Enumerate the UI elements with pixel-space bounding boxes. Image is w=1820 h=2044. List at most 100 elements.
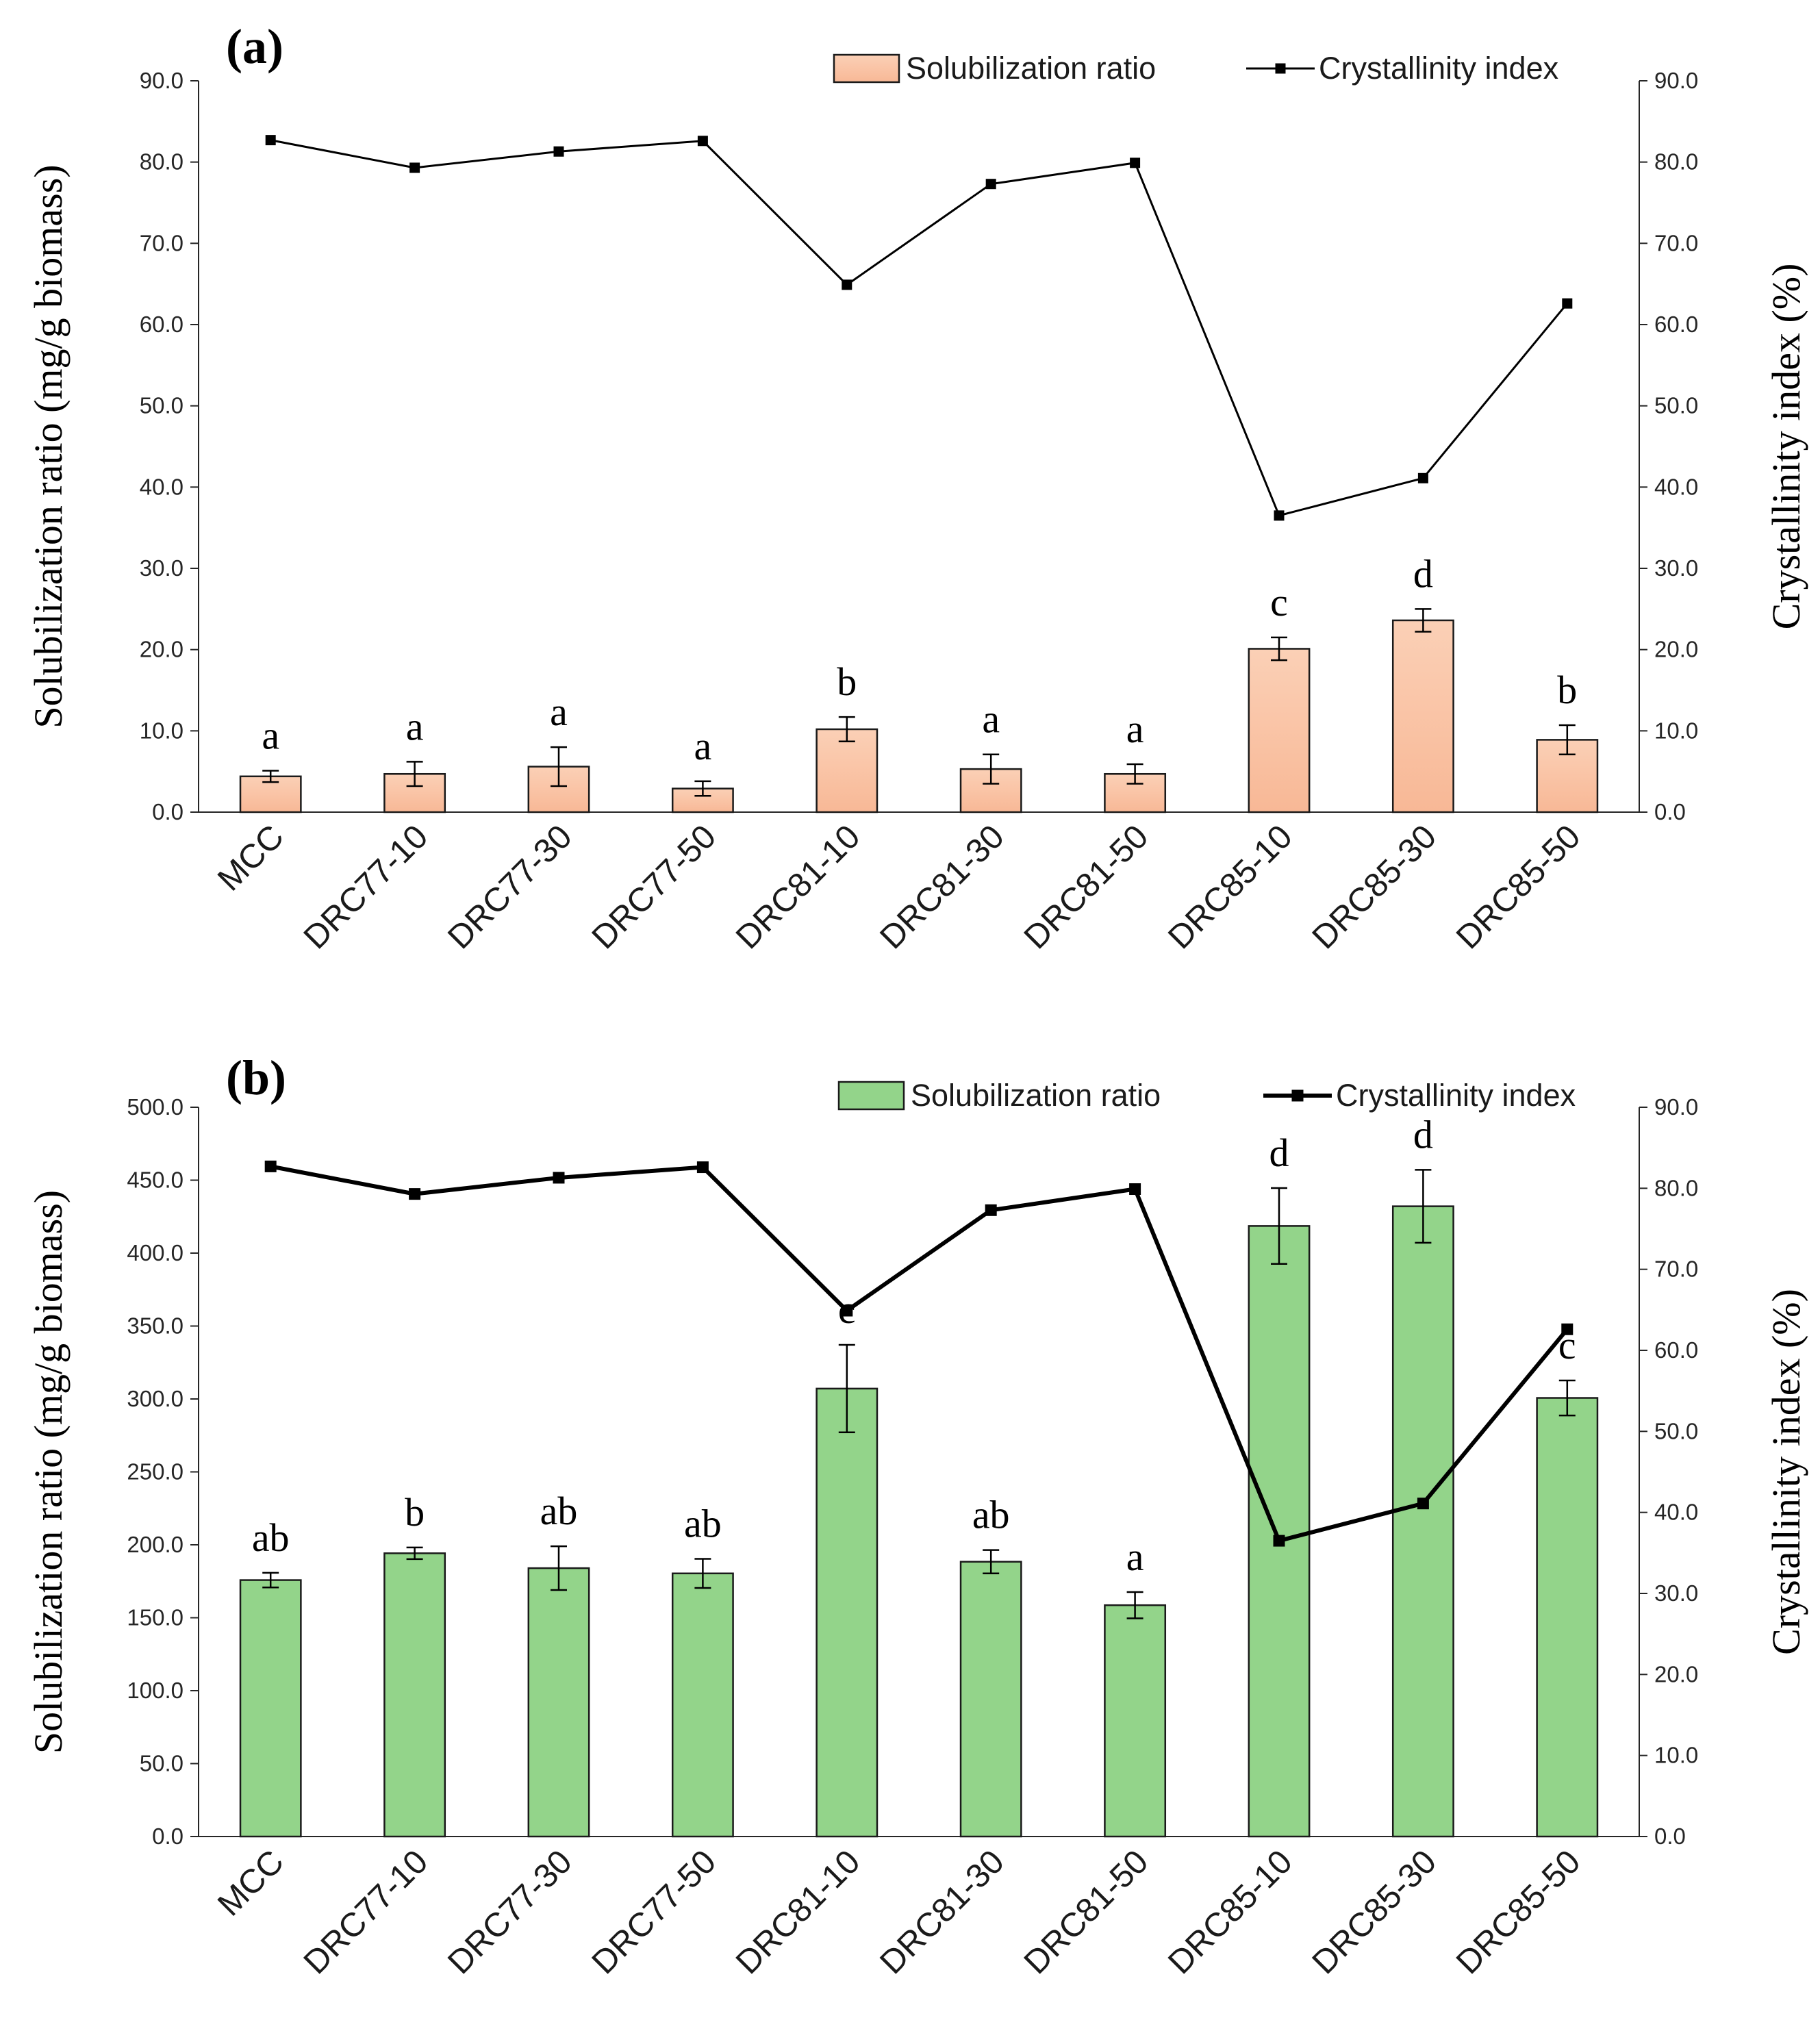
left-tick-label: 70.0: [140, 230, 184, 255]
category-label: DRC77-50: [585, 1843, 723, 1982]
y2-axis-title: Crystallinity index (%): [1764, 264, 1808, 630]
right-tick-label: 60.0: [1654, 1337, 1698, 1363]
legend-bar-swatch: [837, 1081, 905, 1111]
line-marker: [696, 1161, 709, 1174]
significance-label: ab: [972, 1493, 1010, 1537]
significance-label: a: [694, 724, 712, 768]
right-tick-label: 90.0: [1654, 1094, 1698, 1120]
legend-line-marker: [1275, 63, 1286, 74]
left-tick-label: 200.0: [127, 1532, 184, 1557]
bar: [1391, 1205, 1454, 1838]
line-marker: [1273, 1535, 1285, 1547]
significance-label: b: [1557, 668, 1577, 712]
y-axis-title: Solubilization ratio (mg/g biomass): [26, 1190, 71, 1754]
panel-label: (a): [226, 19, 283, 74]
bar: [1391, 619, 1454, 813]
legend-bar-label: Solubilization ratio: [911, 1078, 1161, 1113]
line-marker: [1561, 1323, 1573, 1335]
bar: [1536, 1397, 1599, 1838]
significance-label: a: [550, 690, 568, 734]
left-tick-label: 500.0: [127, 1094, 184, 1120]
significance-label: a: [982, 697, 1000, 742]
significance-label: d: [1269, 1131, 1289, 1175]
right-tick-label: 50.0: [1654, 393, 1698, 418]
right-tick-label: 40.0: [1654, 1500, 1698, 1525]
category-label: DRC81-50: [1018, 1843, 1156, 1982]
left-tick-label: 50.0: [140, 1751, 184, 1776]
crystallinity-line: [270, 139, 1568, 517]
legend-line-label: Crystallinity index: [1336, 1078, 1576, 1113]
line-marker: [1417, 1498, 1429, 1510]
right-tick-label: 10.0: [1654, 718, 1698, 743]
category-label: DRC85-30: [1305, 818, 1443, 957]
line-marker: [553, 146, 564, 157]
right-tick-label: 90.0: [1654, 68, 1698, 93]
category-label: DRC81-50: [1018, 818, 1156, 957]
right-tick-label: 30.0: [1654, 555, 1698, 581]
category-label: DRC81-10: [729, 1843, 868, 1982]
line-marker: [409, 1188, 421, 1200]
left-tick-label: 0.0: [152, 1824, 184, 1849]
category-label: DRC85-50: [1450, 1843, 1588, 1982]
right-tick-label: 20.0: [1654, 1661, 1698, 1687]
category-label: DRC85-10: [1161, 818, 1300, 957]
right-tick-label: 40.0: [1654, 474, 1698, 499]
bar: [671, 1572, 734, 1838]
line-marker: [553, 1172, 565, 1184]
line-marker: [1129, 1183, 1141, 1196]
left-tick-label: 90.0: [140, 68, 184, 93]
right-tick-label: 0.0: [1654, 799, 1686, 824]
line-marker: [1130, 157, 1141, 168]
right-tick-label: 0.0: [1654, 1824, 1686, 1849]
left-tick-label: 350.0: [127, 1313, 184, 1339]
significance-label: c: [1270, 580, 1288, 624]
category-label: DRC81-10: [729, 818, 868, 957]
line-marker: [1274, 510, 1285, 521]
line-marker: [409, 162, 420, 173]
legend-line-label: Crystallinity index: [1319, 51, 1559, 86]
significance-label: b: [405, 1490, 425, 1535]
bar: [1248, 1225, 1311, 1838]
category-label: DRC77-30: [441, 1843, 579, 1982]
category-label: MCC: [211, 818, 291, 898]
category-label: DRC77-10: [297, 1843, 435, 1982]
bar: [959, 1561, 1022, 1838]
category-label: MCC: [211, 1843, 291, 1923]
left-tick-label: 0.0: [152, 799, 184, 824]
significance-label: ab: [684, 1501, 722, 1545]
bar: [527, 1567, 590, 1838]
left-tick-label: 60.0: [140, 312, 184, 337]
significance-label: a: [406, 704, 424, 748]
significance-label: a: [262, 713, 279, 757]
left-tick-label: 150.0: [127, 1605, 184, 1630]
line-marker: [985, 179, 996, 190]
right-tick-label: 70.0: [1654, 230, 1698, 255]
line-marker: [1562, 298, 1573, 309]
y2-axis-title: Crystallinity index (%): [1764, 1289, 1808, 1655]
category-label: DRC81-30: [873, 1843, 1011, 1982]
bar: [239, 1579, 302, 1838]
chart-panel-b: (b) 0.0 50.0 100.0 150.0 200.0 250.0 300.0 350.0…: [26, 1050, 1808, 1981]
left-tick-label: 80.0: [140, 149, 184, 175]
left-tick-label: 30.0: [140, 555, 184, 581]
significance-label: a: [1126, 1535, 1144, 1579]
line-marker: [697, 136, 708, 147]
category-label: DRC85-50: [1450, 818, 1588, 957]
left-tick-label: 10.0: [140, 718, 184, 743]
left-tick-label: 400.0: [127, 1240, 184, 1265]
category-label: DRC77-50: [585, 818, 723, 957]
significance-label: d: [1413, 551, 1433, 596]
left-tick-label: 250.0: [127, 1459, 184, 1485]
left-tick-label: 100.0: [127, 1678, 184, 1703]
bar: [816, 1387, 879, 1838]
legend-line-marker: [1291, 1089, 1304, 1102]
right-tick-label: 10.0: [1654, 1743, 1698, 1768]
significance-label: ab: [540, 1489, 578, 1533]
line-marker: [264, 1160, 277, 1172]
category-label: DRC85-30: [1305, 1843, 1443, 1982]
significance-label: d: [1413, 1112, 1433, 1157]
chart-panel-a: (a) 0.0 10.0 20.0 30.0 40.0 50.0 60.0 70.0 80.0 90…: [26, 19, 1808, 956]
right-tick-label: 60.0: [1654, 312, 1698, 337]
right-tick-label: 80.0: [1654, 1175, 1698, 1200]
